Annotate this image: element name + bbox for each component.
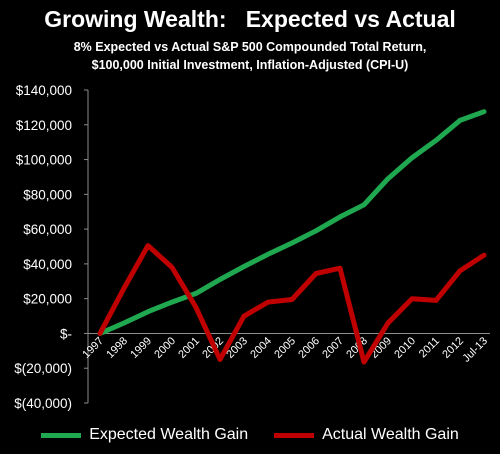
- y-tick-label: $60,000: [23, 222, 72, 237]
- y-tick-label: $120,000: [16, 118, 72, 133]
- chart-title: Growing Wealth: Expected vs Actual: [44, 6, 456, 32]
- legend-label-expected: Expected Wealth Gain: [89, 426, 249, 443]
- y-tick-label: $-: [60, 326, 72, 341]
- x-tick-label: Jul-13: [460, 335, 490, 365]
- chart-subtitle-line-1: 8% Expected vs Actual S&P 500 Compounded…: [73, 40, 427, 54]
- y-tick-label: $(40,000): [14, 396, 72, 411]
- y-tick-label: $140,000: [16, 83, 72, 98]
- legend-swatch-actual: [274, 432, 315, 438]
- x-tick-label: 2010: [392, 335, 418, 361]
- chart-subtitle-line-2: $100,000 Initial Investment, Inflation-A…: [91, 58, 409, 72]
- x-tick-label: 1997: [80, 335, 106, 361]
- legend-swatch-expected: [41, 432, 82, 438]
- x-tick-label: 2007: [320, 335, 346, 361]
- x-tick-label: 2004: [248, 335, 274, 361]
- x-tick-label: 2005: [272, 335, 298, 361]
- x-tick-label: 2000: [152, 335, 178, 361]
- legend-label-actual: Actual Wealth Gain: [322, 426, 459, 443]
- x-tick-label: 2001: [176, 335, 202, 361]
- y-tick-label: $(20,000): [14, 361, 72, 376]
- x-tick-label: 2011: [417, 335, 442, 360]
- x-tick-label: 1999: [128, 335, 154, 361]
- y-tick-label: $100,000: [16, 153, 72, 168]
- y-tick-label: $80,000: [23, 187, 72, 202]
- x-tick-label: 2006: [296, 335, 322, 361]
- chart-legend: Expected Wealth Gain Actual Wealth Gain: [0, 424, 500, 446]
- legend-item-expected: Expected Wealth Gain: [41, 426, 248, 444]
- y-tick-label: $40,000: [23, 257, 72, 272]
- y-tick-label: $20,000: [23, 292, 72, 307]
- x-tick-label: 1998: [104, 335, 130, 361]
- legend-item-actual: Actual Wealth Gain: [274, 426, 459, 444]
